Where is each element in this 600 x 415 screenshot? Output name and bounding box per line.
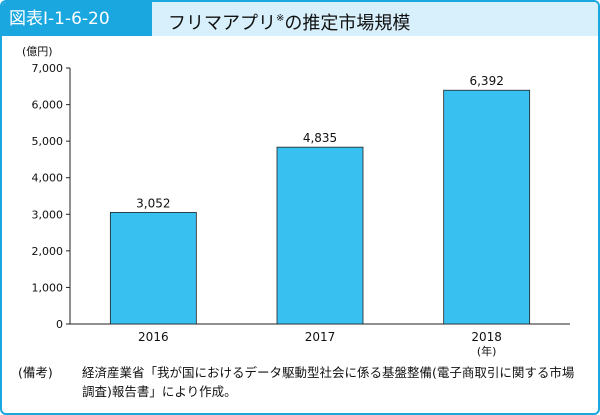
x-axis-tick-labels: 2016 2017 2018 [138,330,502,344]
bar-chart: (億円) 0 1,000 2,000 3,000 4,000 5,000 6,000 7,00… [22,45,570,358]
x-axis-tick-label: 2016 [138,330,169,344]
y-axis-unit: (億円) [22,45,53,58]
y-axis-tick-label: 7,000 [32,62,64,75]
x-axis-unit: (年) [477,344,497,358]
x-axis-tick-label: 2017 [305,330,336,344]
y-axis-ticks: 0 1,000 2,000 3,000 4,000 5,000 6,000 7,000 [32,62,70,331]
y-axis-tick-label: 3,000 [32,208,64,221]
figure-number: 図表Ⅰ-1-6-20 [2,2,152,36]
figure-header: 図表Ⅰ-1-6-20 フリマアプリ※の推定市場規模 [2,2,598,36]
bar-value-label: 3,052 [136,196,170,210]
x-axis-tick-label: 2018 [471,330,502,344]
note-label: (備考) [18,365,53,380]
bar-value-label: 4,835 [303,131,337,145]
figure-title-suffix: の推定市場規模 [284,13,411,34]
bar-series: 3,052 4,835 6,392 [109,74,531,325]
bar-2016 [109,211,197,325]
figure-title-mark: ※ [276,13,285,24]
y-axis-tick-label: 0 [56,318,63,331]
bar-2018 [443,89,531,325]
figure-title: フリマアプリ※の推定市場規模 [168,2,410,36]
note-text: 経済産業省「我が国におけるデータ駆動型社会に係る基盤整備(電子商取引に関する市場… [82,365,575,399]
bar-value-label: 6,392 [469,74,503,88]
y-axis-tick-label: 6,000 [32,99,64,112]
y-axis-tick-label: 2,000 [32,245,64,258]
y-axis-tick-label: 5,000 [32,135,64,148]
y-axis-tick-label: 4,000 [32,172,64,185]
figure-title-main: フリマアプリ [168,13,276,34]
y-axis-tick-label: 1,000 [32,281,64,294]
bar-2017 [276,146,364,325]
